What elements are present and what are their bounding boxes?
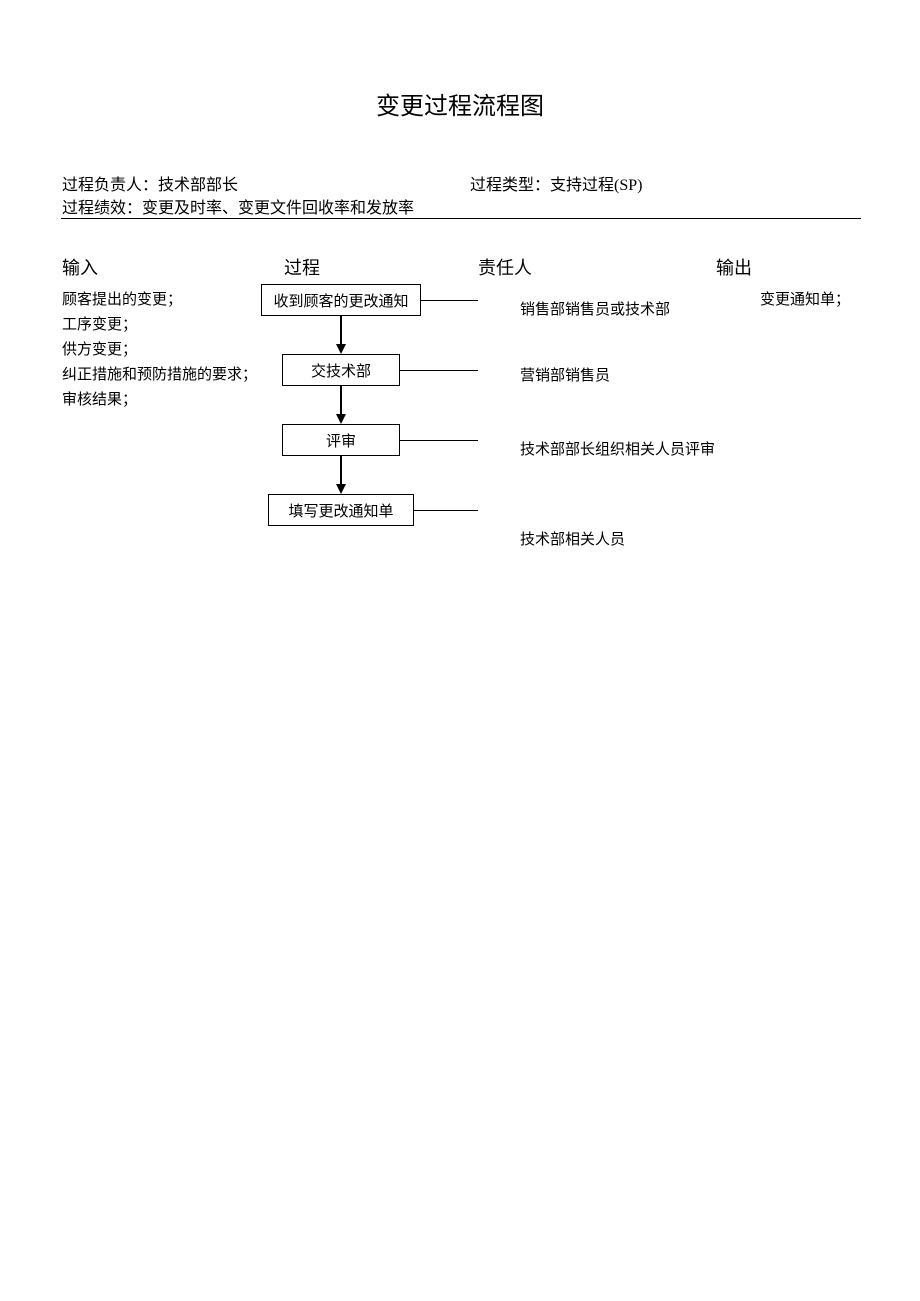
meta-owner: 过程负责人：技术部部长	[62, 174, 238, 198]
responsible-label: 技术部相关人员	[520, 528, 625, 549]
flow-arrow-line	[340, 386, 342, 414]
page-title: 变更过程流程图	[0, 86, 920, 121]
input-item: 工序变更；	[62, 313, 257, 338]
responsible-label: 销售部销售员或技术部	[520, 298, 670, 319]
connector-line	[400, 440, 478, 441]
flow-node: 填写更改通知单	[268, 494, 414, 526]
flow-node: 收到顾客的更改通知	[261, 284, 421, 316]
input-list: 顾客提出的变更； 工序变更； 供方变更； 纠正措施和预防措施的要求； 审核结果；	[62, 288, 257, 413]
flow-node: 交技术部	[282, 354, 400, 386]
input-item: 审核结果；	[62, 388, 257, 413]
responsible-label: 技术部部长组织相关人员评审	[520, 438, 715, 459]
input-item: 纠正措施和预防措施的要求；	[62, 363, 257, 388]
col-header-responsible: 责任人	[478, 254, 532, 280]
output-list: 变更通知单；	[760, 288, 850, 313]
input-item: 供方变更；	[62, 338, 257, 363]
flow-arrow-head	[336, 344, 346, 354]
flow-arrow-line	[340, 456, 342, 484]
connector-line	[421, 300, 478, 301]
meta-divider	[61, 218, 861, 219]
meta-type: 过程类型：支持过程(SP)	[470, 174, 642, 198]
connector-line	[400, 370, 478, 371]
col-header-process: 过程	[284, 254, 320, 280]
col-header-output: 输出	[716, 254, 752, 280]
responsible-label: 营销部销售员	[520, 364, 610, 385]
flow-arrow-line	[340, 316, 342, 344]
col-header-input: 输入	[62, 254, 98, 280]
output-item: 变更通知单；	[760, 288, 850, 313]
connector-line	[414, 510, 478, 511]
input-item: 顾客提出的变更；	[62, 288, 257, 313]
flow-arrow-head	[336, 414, 346, 424]
flow-arrow-head	[336, 484, 346, 494]
flow-node: 评审	[282, 424, 400, 456]
